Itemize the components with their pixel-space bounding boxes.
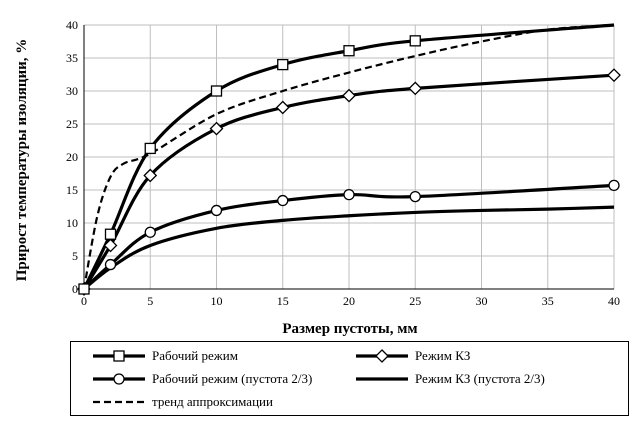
- data-point-series-2: [143, 168, 158, 183]
- x-tick-label: 30: [476, 294, 488, 308]
- data-point-series-1: [277, 58, 289, 71]
- legend-label: Режим КЗ (пустота 2/3): [415, 371, 545, 386]
- data-point-series-1: [104, 228, 117, 240]
- data-point-series-1: [210, 85, 223, 97]
- x-tick-label: 10: [211, 294, 223, 308]
- x-tick-label: 5: [147, 294, 153, 308]
- data-point-series-2: [607, 68, 621, 83]
- series-line-2: [82, 73, 615, 290]
- chart-axes: [83, 25, 614, 290]
- series-line-1: [82, 23, 615, 290]
- data-point-series-3: [104, 258, 117, 271]
- legend-symbol: [93, 373, 145, 385]
- data-point-series-2: [342, 88, 356, 103]
- data-point-series-1: [144, 142, 156, 155]
- y-tick-label: 15: [66, 183, 78, 197]
- x-tick-label: 20: [343, 294, 355, 308]
- legend-item-4: Режим КЗ (пустота 2/3): [352, 370, 545, 388]
- legend-marker: [375, 349, 389, 363]
- legend-label: Режим КЗ: [415, 348, 471, 363]
- chart: 0 5 10 15 20 25 30 35 40 0 5 10 15 20 25 30 35 40 Размер …: [14, 18, 621, 337]
- data-point-series-2: [103, 238, 118, 253]
- legend-label: Рабочий режим (пустота 2/3): [152, 371, 313, 386]
- data-point-series-2: [275, 100, 290, 115]
- chart-legend: Рабочий режим Режим КЗ Рабочий режим (пуст…: [70, 341, 629, 416]
- x-tick-label: 15: [277, 294, 289, 308]
- y-tick-label: 30: [66, 84, 78, 98]
- data-point-series-3: [409, 190, 421, 203]
- legend-item-5: тренд аппроксимации: [89, 393, 273, 411]
- legend-item-3: Рабочий режим (пустота 2/3): [89, 370, 312, 388]
- legend-symbol: [93, 400, 145, 404]
- y-tick-label: 20: [66, 150, 78, 164]
- x-tick-label: 40: [608, 294, 620, 308]
- data-point-series-3: [210, 204, 223, 217]
- legend-item-2: Режим КЗ: [352, 347, 470, 365]
- legend-symbol: [93, 350, 145, 362]
- y-tick-label: 0: [72, 282, 78, 296]
- data-point-series-1: [343, 45, 355, 57]
- data-point-series-3: [277, 194, 289, 207]
- data-point-series-2: [408, 81, 423, 96]
- chart-tick-labels: 0 5 10 15 20 25 30 35 40 0 5 10 15 20 25 30 35 40: [66, 18, 620, 308]
- data-point-series-1: [78, 283, 90, 295]
- data-point-series-3: [144, 226, 156, 238]
- data-point-series-2: [209, 121, 224, 136]
- chart-grid: [84, 24, 615, 289]
- legend-symbol: [356, 349, 408, 363]
- data-point-series-3: [608, 179, 620, 192]
- legend-item-1: Рабочий режим: [89, 347, 238, 365]
- x-axis-label: Размер пустоты, мм: [282, 321, 417, 337]
- y-tick-label: 40: [66, 18, 78, 32]
- legend-marker: [113, 350, 125, 362]
- y-tick-label: 35: [66, 51, 78, 65]
- chart-plot-area: [77, 23, 621, 296]
- y-tick-label: 5: [72, 249, 78, 263]
- y-tick-label: 25: [66, 117, 78, 131]
- y-tick-label: 10: [66, 216, 78, 230]
- x-tick-label: 0: [81, 294, 87, 308]
- data-point-series-1: [409, 35, 421, 47]
- legend-symbol: [356, 377, 408, 381]
- legend-marker: [113, 373, 125, 385]
- series-line-4: [82, 205, 615, 291]
- x-tick-label: 35: [542, 294, 554, 308]
- data-point-series-3: [343, 188, 355, 201]
- x-tick-label: 25: [409, 294, 421, 308]
- series-line-5: [82, 23, 615, 290]
- y-axis-label: Прирост температуры изоляции, %: [14, 39, 30, 282]
- legend-label: Рабочий режим: [152, 348, 238, 363]
- legend-label: тренд аппроксимации: [152, 394, 273, 409]
